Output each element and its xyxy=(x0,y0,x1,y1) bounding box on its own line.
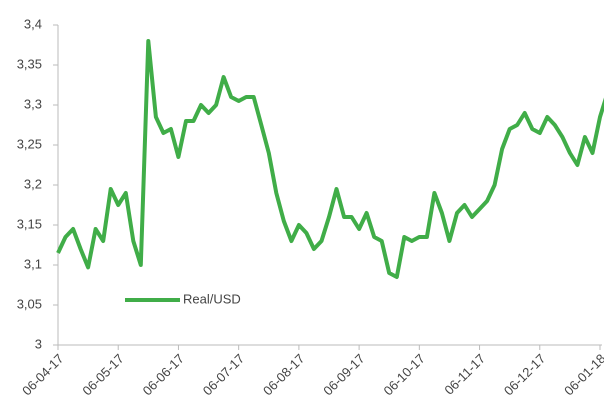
x-tick-label: 06-08-17 xyxy=(260,351,307,398)
x-tick-label: 06-09-17 xyxy=(320,351,367,398)
y-tick-label: 3,4 xyxy=(24,16,42,31)
y-tick-label: 3,2 xyxy=(24,176,42,191)
y-tick-label: 3 xyxy=(35,336,42,351)
x-tick-label: 06-10-17 xyxy=(380,351,427,398)
y-tick-label: 3,3 xyxy=(24,96,42,111)
x-tick-label: 06-07-17 xyxy=(200,351,247,398)
y-tick-label: 3,35 xyxy=(17,56,42,71)
x-tick-label: 06-01-18 xyxy=(561,351,604,398)
line xyxy=(56,39,604,279)
x-tick-label: 06-12-17 xyxy=(501,351,548,398)
y-tick-label: 3,25 xyxy=(17,136,42,151)
x-tick-label: 06-05-17 xyxy=(79,351,126,398)
legend-label: Real/USD xyxy=(183,291,241,306)
y-tick-label: 3,15 xyxy=(17,216,42,231)
y-tick-label: 3,1 xyxy=(24,256,42,271)
x-tick-label: 06-04-17 xyxy=(19,351,66,398)
x-tick-label: 06-11-17 xyxy=(441,351,488,398)
x-tick-label: 06-06-17 xyxy=(140,351,187,398)
y-tick-label: 3,05 xyxy=(17,296,42,311)
